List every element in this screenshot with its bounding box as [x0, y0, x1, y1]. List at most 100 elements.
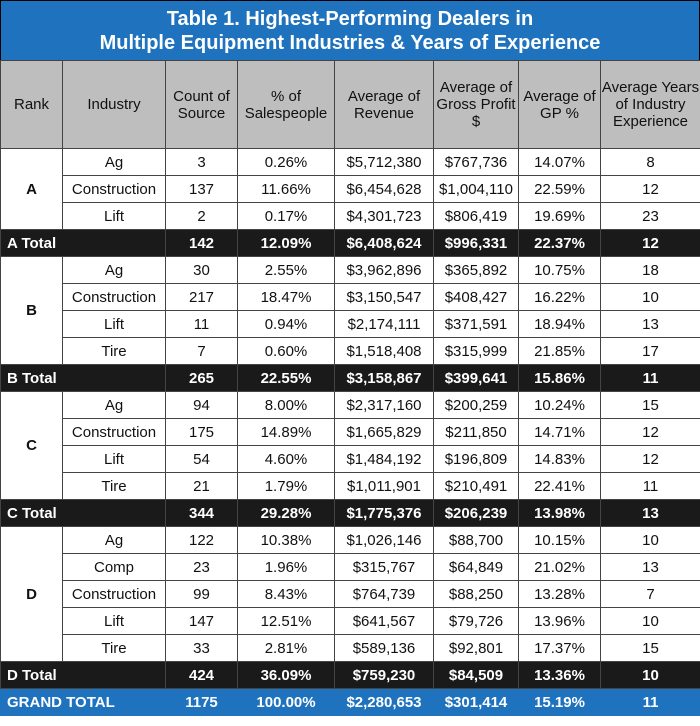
table-row: Construction 137 11.66% $6,454,628 $1,004,11… — [1, 175, 700, 203]
value-cell: 17.37% — [518, 634, 601, 662]
table-row: Construction 217 18.47% $3,150,547 $408,427 1… — [1, 283, 700, 311]
value-cell: 22.59% — [518, 175, 601, 203]
grand-total-label: GRAND TOTAL — [0, 688, 166, 716]
header-avg-years: Average Years of Industry Experience — [600, 60, 700, 149]
value-cell: 11 — [165, 310, 238, 338]
value-cell: 10 — [600, 607, 700, 635]
value-cell: 33 — [165, 634, 238, 662]
value-cell: $3,150,547 — [334, 283, 434, 311]
value-cell: $1,004,110 — [433, 175, 519, 203]
value-cell: 12.51% — [237, 607, 335, 635]
value-cell: 1.79% — [237, 472, 335, 500]
value-cell: 10.24% — [518, 391, 601, 419]
total-label: C Total — [0, 499, 166, 527]
value-cell: 10 — [600, 526, 700, 554]
value-cell: 10.38% — [237, 526, 335, 554]
total-label: A Total — [0, 229, 166, 257]
value-cell: 12 — [600, 418, 700, 446]
industry-cell: Ag — [62, 256, 166, 284]
table-title: Table 1. Highest-Performing Dealers in M… — [0, 0, 700, 60]
value-cell: 12 — [600, 445, 700, 473]
value-cell: 11 — [600, 472, 700, 500]
value-cell: $88,700 — [433, 526, 519, 554]
value-cell: 18 — [600, 256, 700, 284]
table-row: Lift 2 0.17% $4,301,723 $806,419 19.69% 23 — [1, 202, 700, 230]
header-row: Rank Industry Count of Source % of Sales… — [0, 60, 700, 149]
value-cell: 10 — [600, 283, 700, 311]
total-value: 13.36% — [518, 661, 601, 689]
value-cell: 217 — [165, 283, 238, 311]
value-cell: 8.00% — [237, 391, 335, 419]
table-row: Comp 23 1.96% $315,767 $64,849 21.02% 13 — [1, 553, 700, 581]
value-cell: 13.28% — [518, 580, 601, 608]
value-cell: 8.43% — [237, 580, 335, 608]
grand-total-value: 1175 — [165, 688, 238, 716]
industry-cell: Ag — [62, 148, 166, 176]
value-cell: 14.71% — [518, 418, 601, 446]
value-cell: 17 — [600, 337, 700, 365]
industry-cell: Lift — [62, 202, 166, 230]
header-industry: Industry — [62, 60, 166, 149]
value-cell: $1,665,829 — [334, 418, 434, 446]
grand-total-value: 15.19% — [518, 688, 601, 716]
total-label: D Total — [0, 661, 166, 689]
title-line-1: Table 1. Highest-Performing Dealers in — [166, 7, 534, 30]
value-cell: 14.89% — [237, 418, 335, 446]
total-row: B Total 265 22.55% $3,158,867 $399,641 15.86%… — [0, 364, 700, 392]
value-cell: $2,317,160 — [334, 391, 434, 419]
total-value: 265 — [165, 364, 238, 392]
value-cell: 2 — [165, 202, 238, 230]
value-cell: 22.41% — [518, 472, 601, 500]
total-value: $399,641 — [433, 364, 519, 392]
industry-cell: Construction — [62, 283, 166, 311]
industry-cell: Construction — [62, 175, 166, 203]
value-cell: $5,712,380 — [334, 148, 434, 176]
value-cell: 99 — [165, 580, 238, 608]
value-cell: 2.55% — [237, 256, 335, 284]
value-cell: $408,427 — [433, 283, 519, 311]
rank-cell: C — [0, 391, 63, 500]
value-cell: $589,136 — [334, 634, 434, 662]
header-rank: Rank — [0, 60, 63, 149]
total-value: $6,408,624 — [334, 229, 434, 257]
table-row: Tire 33 2.81% $589,136 $92,801 17.37% 15 — [1, 634, 700, 662]
total-value: 22.55% — [237, 364, 335, 392]
value-cell: $211,850 — [433, 418, 519, 446]
industry-cell: Comp — [62, 553, 166, 581]
total-label: B Total — [0, 364, 166, 392]
value-cell: 7 — [600, 580, 700, 608]
value-cell: 2.81% — [237, 634, 335, 662]
industry-cell: Ag — [62, 391, 166, 419]
value-cell: 137 — [165, 175, 238, 203]
value-cell: 3 — [165, 148, 238, 176]
value-cell: $1,026,146 — [334, 526, 434, 554]
value-cell: $210,491 — [433, 472, 519, 500]
value-cell: 0.60% — [237, 337, 335, 365]
total-value: 36.09% — [237, 661, 335, 689]
table-row: Lift 147 12.51% $641,567 $79,726 13.96% 10 — [1, 607, 700, 635]
value-cell: 21.02% — [518, 553, 601, 581]
total-value: 13 — [600, 499, 700, 527]
value-cell: $1,011,901 — [334, 472, 434, 500]
industry-cell: Construction — [62, 580, 166, 608]
table-body: A Ag 3 0.26% $5,712,380 $767,736 14.07% 8 Constr… — [0, 148, 700, 716]
value-cell: $371,591 — [433, 310, 519, 338]
value-cell: 14.07% — [518, 148, 601, 176]
grand-total-value: $2,280,653 — [334, 688, 434, 716]
value-cell: 16.22% — [518, 283, 601, 311]
value-cell: 175 — [165, 418, 238, 446]
dealers-table: Rank Industry Count of Source % of Sales… — [0, 60, 700, 716]
rank-cell: A — [0, 148, 63, 230]
table-row: Tire 21 1.79% $1,011,901 $210,491 22.41% 11 — [1, 472, 700, 500]
total-value: 11 — [600, 364, 700, 392]
value-cell: 14.83% — [518, 445, 601, 473]
table-row: A Ag 3 0.26% $5,712,380 $767,736 14.07% 8 — [0, 148, 700, 230]
value-cell: 12 — [600, 175, 700, 203]
value-cell: 15 — [600, 634, 700, 662]
value-cell: 94 — [165, 391, 238, 419]
rank-cell: D — [0, 526, 63, 662]
value-cell: 0.94% — [237, 310, 335, 338]
value-cell: $315,767 — [334, 553, 434, 581]
industry-cell: Lift — [62, 607, 166, 635]
total-value: 15.86% — [518, 364, 601, 392]
